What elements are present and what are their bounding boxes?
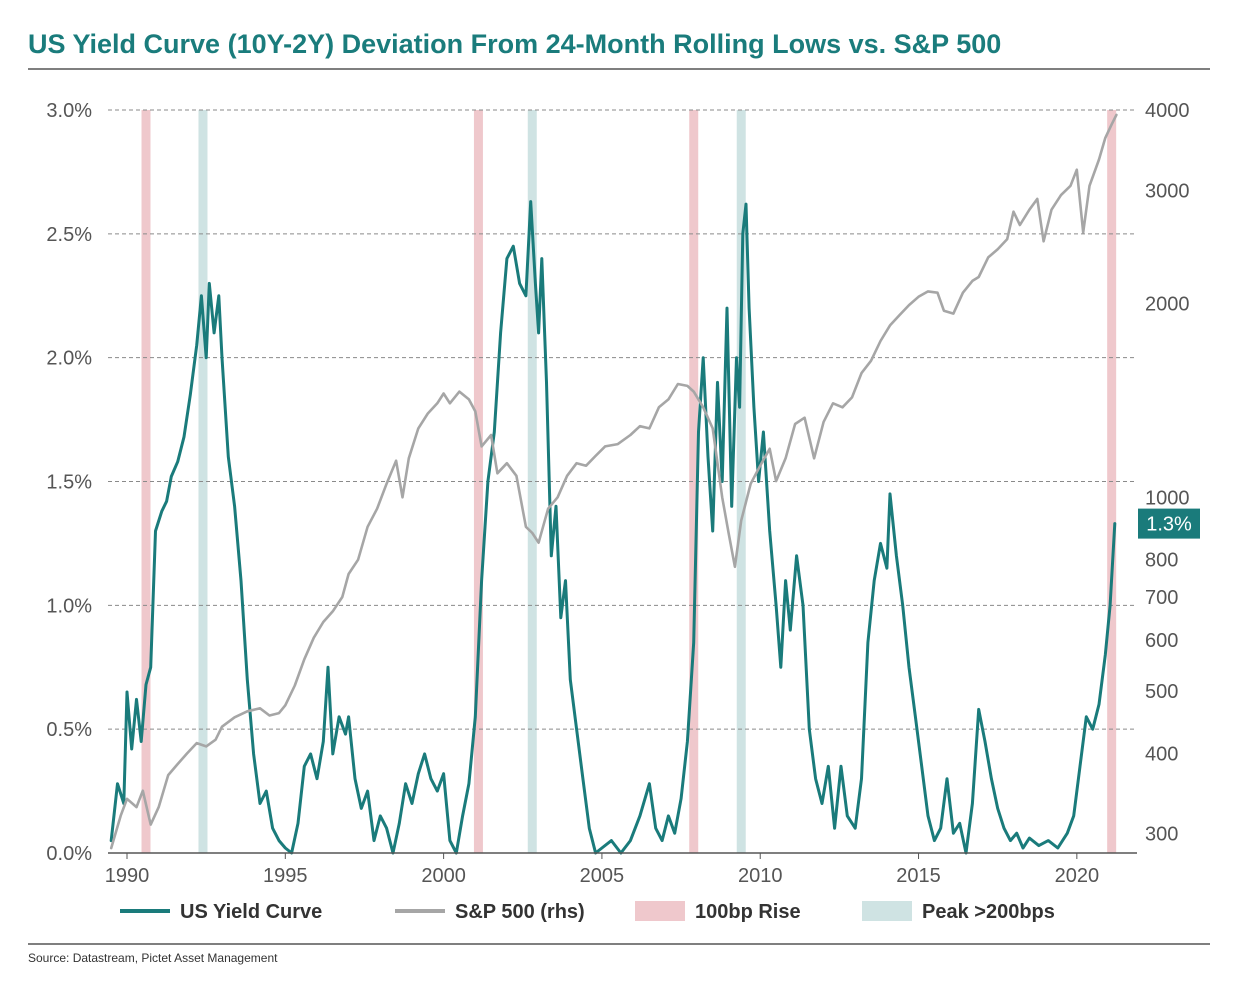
legend-item-0-label: US Yield Curve — [180, 901, 322, 923]
right-tick-label-4: 700 — [1145, 587, 1178, 609]
left-tick-label-4: 2.0% — [46, 348, 92, 370]
left-tick-label-5: 2.5% — [46, 224, 92, 246]
right-tick-label-8: 3000 — [1145, 180, 1190, 202]
legend-item-2-swatch — [635, 901, 685, 921]
series-lines — [109, 113, 1118, 855]
callout-box — [1138, 508, 1200, 539]
left-tick-label-3: 1.5% — [46, 472, 92, 494]
source-note: Source: Datastream, Pictet Asset Managem… — [28, 951, 278, 965]
callout: 1.3% — [1138, 508, 1200, 539]
chart-title: US Yield Curve (10Y-2Y) Deviation From 2… — [28, 29, 1001, 59]
legend-item-3-label: Peak >200bps — [922, 901, 1055, 923]
callout-label: 1.3% — [1146, 514, 1192, 536]
gridlines — [108, 109, 1137, 730]
band-100bp-rise-4 — [689, 110, 699, 853]
legend-item-3-swatch — [862, 901, 912, 921]
x-tick-label-1: 1995 — [263, 865, 308, 887]
legend-item-2-label: 100bp Rise — [695, 901, 801, 923]
right-tick-label-0: 300 — [1145, 824, 1178, 846]
sp500-line — [109, 113, 1118, 850]
legend: US Yield Curve S&P 500 (rhs) 100bp Rise Pea… — [120, 901, 1055, 923]
band-100bp-rise-2 — [473, 110, 483, 853]
right-tick-label-6: 1000 — [1145, 487, 1190, 509]
right-tick-label-5: 800 — [1145, 550, 1178, 572]
right-tick-label-2: 500 — [1145, 681, 1178, 703]
right-tick-label-9: 4000 — [1145, 100, 1190, 122]
left-tick-label-6: 3.0% — [46, 100, 92, 122]
x-tick-label-6: 2020 — [1055, 865, 1100, 887]
right-tick-label-7: 2000 — [1145, 294, 1190, 316]
right-tick-label-3: 600 — [1145, 630, 1178, 652]
yield-curve-line — [109, 200, 1117, 855]
x-tick-label-2: 2000 — [421, 865, 466, 887]
left-tick-label-0: 0.0% — [46, 843, 92, 865]
x-tick-label-0: 1990 — [105, 865, 150, 887]
axes: 1990 1995 2000 2005 2010 2015 2020 0.0% 0.5% 1.0%… — [46, 100, 1189, 887]
band-peak-200bps-3 — [527, 110, 537, 853]
left-tick-label-2: 1.0% — [46, 595, 92, 617]
right-tick-label-1: 400 — [1145, 743, 1178, 765]
x-tick-label-4: 2010 — [738, 865, 783, 887]
legend-item-1-label: S&P 500 (rhs) — [455, 901, 585, 923]
left-tick-label-1: 0.5% — [46, 719, 92, 741]
x-tick-label-5: 2015 — [896, 865, 941, 887]
x-tick-label-3: 2005 — [580, 865, 625, 887]
